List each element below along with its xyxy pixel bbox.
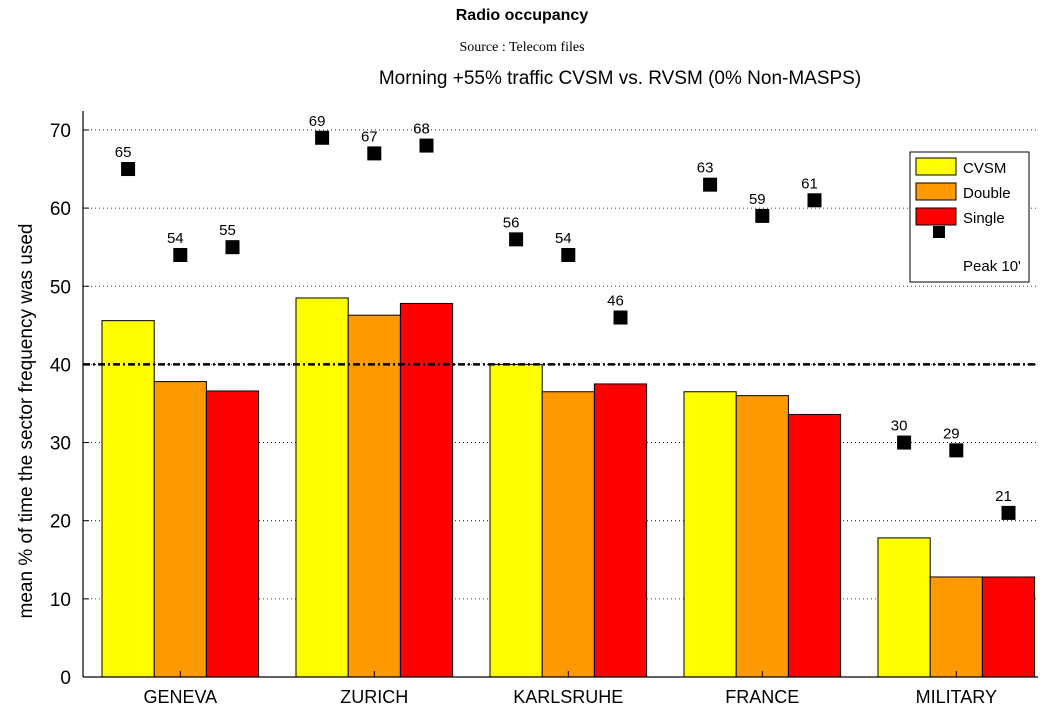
y-axis-label: mean % of time the sector frequency was … — [16, 224, 37, 619]
chart-subtitle: Morning +55% traffic CVSM vs. RVSM (0% N… — [378, 68, 862, 89]
y-tick-label: 20 — [50, 512, 71, 533]
bar — [877, 537, 931, 678]
legend-swatch — [915, 207, 957, 226]
peak-marker — [613, 310, 628, 325]
peak-label: 29 — [943, 425, 960, 442]
x-category-label: KARLSRUHE — [513, 687, 623, 707]
peak-label: 59 — [749, 191, 766, 208]
peak-label: 55 — [219, 222, 236, 239]
peak-marker — [315, 130, 330, 145]
peak-marker — [949, 443, 964, 458]
peak-marker — [897, 435, 912, 450]
peak-label: 67 — [361, 128, 378, 145]
chart-title: Radio occupancy — [455, 7, 589, 24]
bar — [929, 576, 983, 678]
x-category-label: GENEVA — [143, 687, 217, 707]
legend-marker — [933, 226, 945, 238]
peak-label: 46 — [607, 293, 624, 310]
y-tick-label: 40 — [50, 355, 71, 376]
bar — [205, 390, 260, 678]
bar — [735, 395, 789, 678]
peak-label: 61 — [801, 175, 818, 192]
bar — [347, 314, 401, 678]
legend-swatch — [915, 182, 957, 201]
bar — [295, 297, 349, 678]
y-tick-label: 30 — [50, 434, 71, 455]
peak-marker — [1001, 505, 1016, 520]
legend-label: Peak 10' — [963, 258, 1021, 275]
bar — [489, 363, 543, 678]
peak-marker — [121, 162, 136, 177]
peak-marker — [173, 247, 188, 262]
bar — [593, 383, 648, 678]
legend-label: Double — [963, 185, 1011, 202]
peak-marker — [509, 232, 524, 247]
peak-label: 63 — [697, 160, 714, 177]
y-tick-label: 0 — [60, 668, 71, 689]
peak-label: 69 — [309, 113, 326, 130]
bar — [399, 302, 454, 678]
legend-swatch — [915, 157, 957, 176]
peak-label: 54 — [555, 230, 572, 247]
bar — [153, 381, 207, 678]
bar — [541, 391, 595, 678]
x-category-label: FRANCE — [725, 687, 799, 707]
y-tick-label: 10 — [50, 590, 71, 611]
peak-label: 21 — [995, 488, 1012, 505]
peak-marker — [807, 193, 822, 208]
x-category-label: ZURICH — [340, 687, 408, 707]
bar — [101, 320, 155, 678]
x-category-label: MILITARY — [916, 687, 997, 707]
peak-marker — [225, 240, 240, 255]
peak-marker — [367, 146, 382, 161]
peak-label: 54 — [167, 230, 184, 247]
y-tick-label: 60 — [50, 199, 71, 220]
bar — [787, 413, 842, 678]
peak-marker — [561, 247, 576, 262]
chart-source: Source : Telecom files — [459, 40, 585, 55]
peak-marker — [755, 208, 770, 223]
y-tick-label: 50 — [50, 277, 71, 298]
peak-label: 65 — [115, 144, 132, 161]
peak-label: 68 — [413, 121, 430, 138]
peak-marker — [419, 138, 434, 153]
peak-marker — [703, 177, 718, 192]
legend-label: CVSM — [963, 160, 1006, 177]
peak-label: 56 — [503, 214, 520, 231]
legend-label: Single — [963, 210, 1005, 227]
bar — [683, 391, 737, 678]
bar — [981, 576, 1036, 678]
y-tick-label: 70 — [50, 121, 71, 142]
peak-label: 30 — [891, 418, 908, 435]
